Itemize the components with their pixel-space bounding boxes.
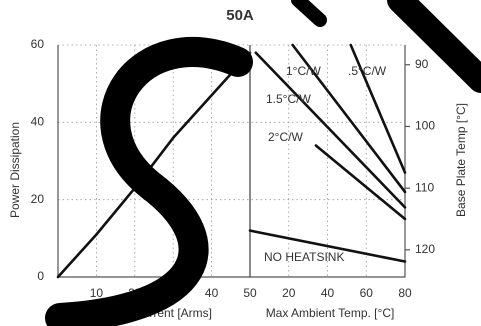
y-tick-label: 40	[31, 115, 45, 129]
x-tick-label: 40	[205, 286, 219, 300]
series-label: 1°C/W	[286, 64, 321, 78]
y-tick-label: 0	[37, 269, 44, 283]
series-line	[248, 229, 407, 263]
x-tick-label: 40	[321, 286, 335, 300]
y-axis-label: Power Dissipation	[8, 122, 22, 218]
series-line	[56, 51, 252, 279]
y-tick-label: 60	[31, 37, 45, 51]
watermark-stroke	[45, 37, 253, 326]
y2-tick-label: 90	[415, 57, 429, 71]
watermark-stroke	[291, 0, 327, 27]
series-label: 1.5°C/W	[266, 92, 311, 106]
watermark-stroke	[387, 0, 481, 93]
series-line	[291, 43, 407, 194]
x-axis-label: Max Ambient Temp. [°C]	[266, 306, 395, 320]
x-tick-label: 20	[282, 286, 296, 300]
axis-frame	[249, 45, 406, 278]
y2-tick-label: 100	[415, 119, 435, 133]
series-line	[349, 43, 407, 174]
x-tick-label: 50	[243, 286, 257, 300]
chart-title: 50A	[226, 7, 254, 24]
x-tick-label: 60	[360, 286, 374, 300]
x-tick-label: 80	[398, 286, 412, 300]
series-label: 2°C/W	[268, 130, 303, 144]
watermark	[45, 0, 481, 326]
series-line	[314, 144, 407, 221]
y2-tick-label: 120	[415, 242, 435, 256]
x-tick-label: 10	[90, 286, 104, 300]
y2-axis-label: Base Plate Temp [°C]	[454, 103, 468, 217]
series-label: NO HEATSINK	[264, 250, 344, 264]
series-line	[254, 51, 407, 209]
series-label: .5°C/W	[348, 64, 387, 78]
y2-tick-label: 110	[415, 180, 434, 194]
y-tick-label: 20	[31, 192, 45, 206]
